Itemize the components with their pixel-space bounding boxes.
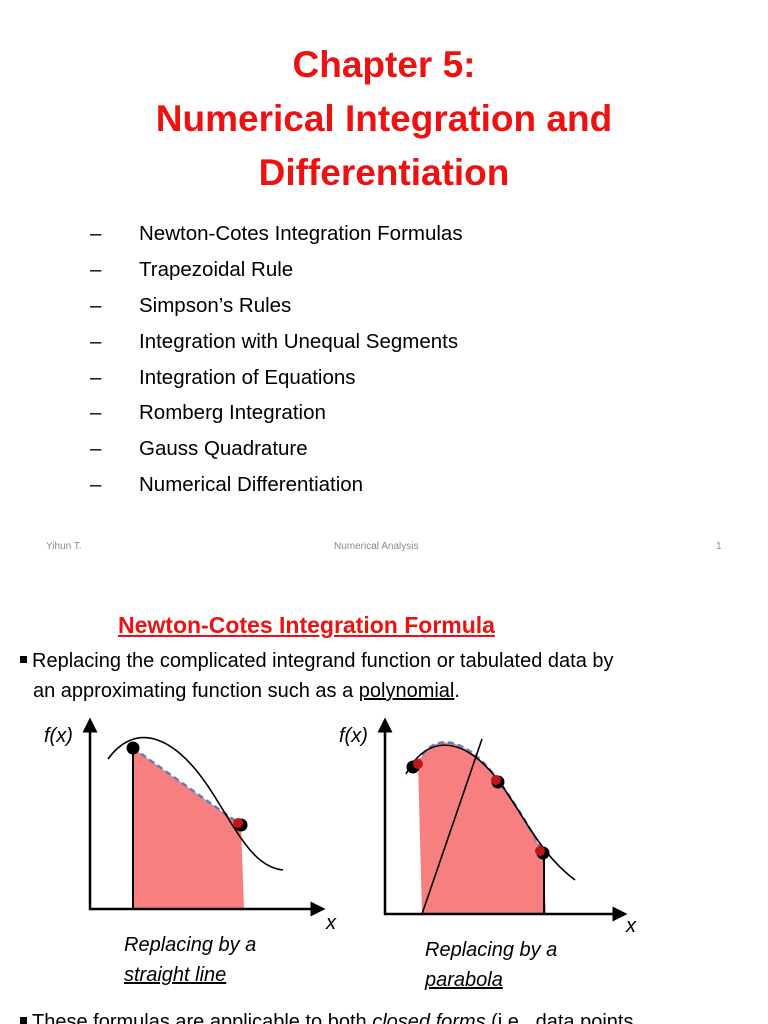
dash-bullet: –	[90, 329, 102, 353]
closed-forms-term: closed forms	[372, 1011, 486, 1024]
dash-bullet: –	[90, 365, 102, 389]
right-figure-diagram	[377, 717, 628, 922]
trapezoid-area	[133, 748, 244, 909]
data-point-red	[413, 759, 423, 769]
list-item-text: Newton-Cotes Integration Formulas	[139, 222, 463, 245]
section-title: Newton-Cotes Integration Formula	[118, 612, 495, 638]
dash-bullet: –	[90, 473, 102, 497]
polynomial-term: polynomial	[358, 680, 455, 702]
paragraph-text: (i.e., data points	[485, 1011, 634, 1024]
right-caption-line-2: parabola	[425, 969, 503, 991]
dash-bullet: –	[90, 293, 102, 317]
paragraph-text: an approximating function such as a	[33, 680, 359, 702]
data-point-red	[535, 846, 545, 856]
left-y-axis-label: f(x)	[44, 725, 73, 747]
right-x-axis-label: x	[626, 915, 636, 937]
left-figure-diagram	[82, 717, 326, 917]
square-bullet-icon	[20, 1017, 27, 1024]
straight-line-approximation	[132, 746, 242, 827]
list-item-text: Simpson’s Rules	[139, 293, 292, 317]
data-point-red	[491, 775, 501, 785]
footer-author: Yihun T.	[46, 541, 82, 552]
right-y-axis-label: f(x)	[339, 725, 368, 747]
paragraph-text: These formulas are applicable to both	[32, 1011, 373, 1024]
list-item-text: Numerical Differentiation	[139, 473, 364, 497]
square-bullet-icon	[20, 656, 27, 664]
parabola-area	[418, 742, 546, 914]
list-item-text: Trapezoidal Rule	[139, 257, 294, 281]
dash-bullet: –	[90, 222, 102, 245]
dash-bullet: –	[90, 257, 102, 281]
paragraph-text: Replacing the complicated integrand func…	[32, 650, 614, 672]
secant-line	[421, 738, 483, 915]
list-item-text: Integration with Unequal Segments	[139, 329, 459, 353]
footer-course: Numerical Analysis	[334, 541, 419, 552]
slide-2: Newton-Cotes Integration Formula Replaci…	[0, 582, 768, 1024]
slide-title-line-1: Chapter 5:	[292, 44, 476, 85]
function-curve	[107, 736, 284, 871]
slide-1: Chapter 5: Numerical Integration and Dif…	[46, 44, 722, 552]
data-point-black	[126, 741, 140, 755]
list-item-text: Romberg Integration	[139, 401, 326, 425]
paragraph-2: These formulas are applicable to both cl…	[20, 1007, 633, 1024]
list-item-text: Integration of Equations	[139, 365, 356, 389]
slide-title-line-3: Differentiation	[258, 152, 510, 193]
dash-bullet: –	[90, 437, 102, 461]
list-item-text: Gauss Quadrature	[139, 437, 308, 461]
paragraph-text: .	[454, 680, 460, 702]
slide-title-line-2: Numerical Integration and	[155, 98, 613, 139]
left-caption-line-2: straight line	[124, 964, 227, 986]
dash-bullet: –	[90, 401, 102, 425]
paragraph-1-line-1: Replacing the complicated integrand func…	[20, 646, 614, 676]
right-caption-line-1: Replacing by a	[425, 939, 558, 961]
paragraph-1-line-2: an approximating function such as a poly…	[33, 676, 460, 706]
footer-page-number: 1	[716, 541, 722, 552]
left-caption-line-1: Replacing by a	[124, 934, 257, 956]
data-point-red	[233, 818, 243, 828]
left-x-axis-label: x	[326, 912, 336, 934]
